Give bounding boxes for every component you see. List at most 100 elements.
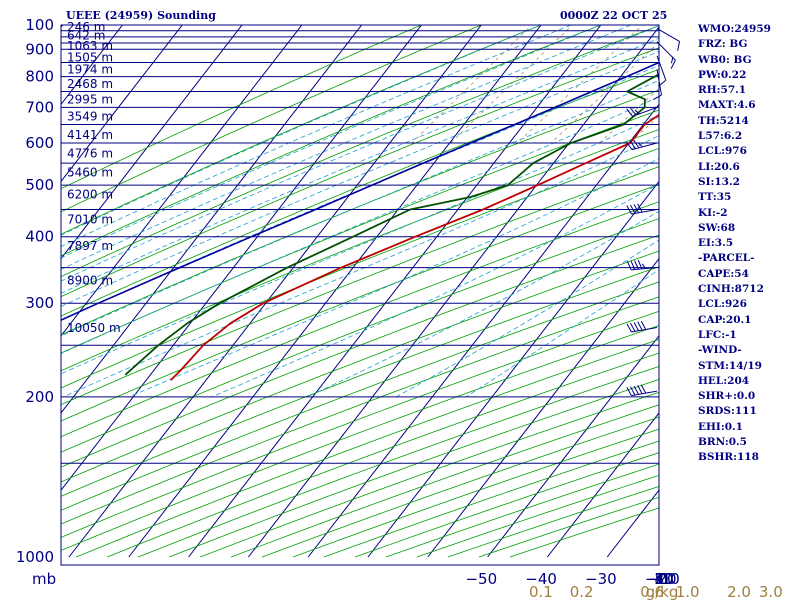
isotherm: [61, 25, 363, 414]
stat-line: SRDS:111: [698, 405, 757, 418]
isotherm: [61, 25, 423, 491]
moist-adiabat: [61, 79, 659, 337]
mixing-ratio-tick-label: 0.6: [640, 583, 664, 600]
isotherm: [128, 25, 542, 558]
mixing-ratio-tick-labels: 0.10.20.61.02.03.05.010.020.040.0g/kg: [529, 583, 783, 600]
stat-line: TT:35: [698, 191, 732, 204]
stat-line: TH:5214: [698, 114, 749, 127]
dry-adiabat: [61, 68, 659, 317]
moist-adiabat: [211, 183, 659, 398]
pressure-tick-label: 700: [25, 98, 54, 116]
mixing-ratio-tick-label: 2.0: [727, 583, 751, 600]
stat-line: SW:68: [698, 221, 736, 234]
stat-line: CAP:20.1: [698, 313, 752, 326]
height-label: 10050 m: [67, 321, 121, 335]
height-label: 2995 m: [67, 92, 113, 106]
wind-barb: [626, 106, 658, 117]
mixing-ratio-tick-label: 0.2: [570, 583, 594, 600]
stat-line: -PARCEL-: [698, 252, 755, 265]
height-label: 246 m: [67, 20, 105, 34]
isobar-lines: [61, 24, 659, 464]
dry-adiabat: [61, 184, 659, 422]
height-label: 7010 m: [67, 212, 113, 226]
temperature-tick-label: −50: [465, 570, 497, 588]
temperature-tick-label: −40: [525, 570, 557, 588]
height-label: 3549 m: [67, 110, 113, 124]
wind-barb: [656, 41, 676, 69]
height-label: 6200 m: [67, 188, 113, 202]
moist-adiabat: [61, 37, 659, 294]
stat-line: CAPE:54: [698, 267, 749, 280]
height-label: 1505 m: [67, 51, 113, 65]
pressure-tick-label: 900: [25, 40, 54, 58]
dry-adiabat: [61, 89, 659, 336]
sounding-profiles: [61, 61, 659, 381]
wind-barb: [656, 28, 681, 51]
pressure-tick-label: 100: [25, 16, 54, 34]
pressure-tick-label: 300: [25, 294, 54, 312]
moist-adiabat: [465, 269, 659, 398]
stat-line: KI:-2: [698, 206, 728, 219]
isotherm: [427, 257, 659, 558]
pressure-tick-label: 800: [25, 68, 54, 86]
pressure-unit-label: mb: [32, 570, 56, 588]
pressure-tick-label: 200: [25, 388, 54, 406]
height-label: 4776 m: [67, 146, 113, 160]
temperature-tick-label: −30: [585, 570, 617, 588]
stat-line: CINH:8712: [698, 283, 764, 296]
moist-adiabat-lines: [61, 25, 659, 398]
isotherm: [487, 334, 659, 558]
height-label: 5460 m: [67, 166, 113, 180]
temperature-tick-label: 30: [654, 570, 673, 588]
dry-adiabat: [61, 47, 659, 298]
stat-line: BRN:0.5: [698, 436, 747, 449]
pressure-tick-label: 400: [25, 228, 54, 246]
height-label: 642 m: [67, 28, 105, 42]
dry-adiabat: [61, 25, 543, 235]
dewpoint-line: [124, 73, 659, 376]
height-label: 2468 m: [67, 77, 113, 91]
stat-line: SHR+:0.0: [698, 390, 756, 403]
mixing-ratio-tick-label: 3.0: [759, 583, 783, 600]
pressure-tick-label: 600: [25, 134, 54, 152]
temperature-tick-label: −10: [648, 570, 680, 588]
dry-adiabat: [61, 129, 659, 372]
stat-line: LCL:926: [698, 298, 747, 311]
sounding-indices-panel: WMO:24959 FRZ: BG WB0: BG PW:0.22 RH:57.1 MAX…: [698, 22, 798, 466]
temperature-tick-label: 10: [654, 570, 673, 588]
temperature-tick-label: 40: [654, 570, 673, 588]
dry-adiabat: [61, 310, 659, 538]
mixing-ratio-tick-label: 1.0: [676, 583, 700, 600]
dry-adiabat: [61, 325, 659, 551]
isotherm: [68, 25, 482, 558]
stat-line: LCL:976: [698, 145, 747, 158]
temperature-tick-label: 20: [654, 570, 673, 588]
wind-barb: [626, 320, 658, 333]
stat-line: WMO:24959: [698, 23, 771, 35]
dry-adiabat-lines: [61, 25, 659, 558]
isotherm: [0, 14, 12, 557]
dry-adiabat: [76, 338, 659, 558]
mixing-ratio-line: [599, 87, 659, 144]
moist-adiabat: [61, 96, 659, 354]
wind-barb: [626, 259, 658, 271]
temperature-tick-label: −20: [645, 570, 677, 588]
dry-adiabat: [61, 281, 659, 511]
isotherm: [367, 180, 659, 558]
dry-adiabat: [61, 25, 659, 278]
height-label: 7897 m: [67, 239, 113, 253]
pressure-tick-label: 500: [25, 176, 54, 194]
temperature-line: [170, 113, 659, 381]
dry-adiabat: [61, 218, 659, 453]
stat-line: WB0: BG: [698, 53, 752, 66]
wind-barb: [626, 203, 658, 215]
isotherm: [248, 26, 659, 558]
dry-adiabat: [61, 25, 423, 190]
stat-line: FRZ: BG: [698, 38, 748, 51]
valid-time: 0000Z 22 OCT 25: [560, 9, 668, 22]
dry-adiabat: [61, 166, 659, 406]
dry-adiabat: [61, 250, 659, 483]
